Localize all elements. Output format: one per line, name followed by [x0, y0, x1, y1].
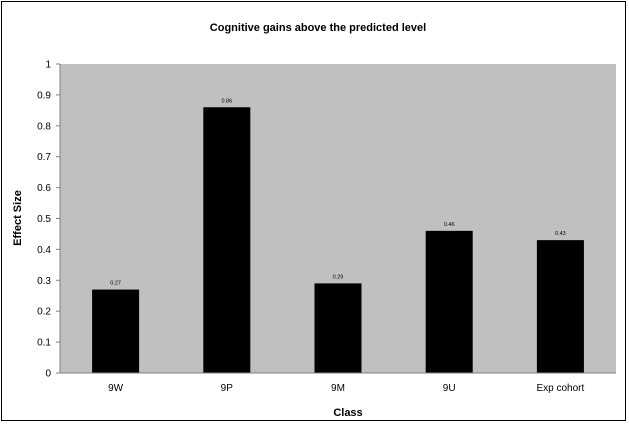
x-tick-label: Exp cohort: [536, 383, 584, 394]
x-tick-label: 9W: [108, 383, 124, 394]
y-tick-label: 0.1: [37, 338, 51, 349]
bar-data-label: 0.46: [444, 222, 455, 228]
data-labels-group: 0.27 0.86 0.29 0.46 0.43: [110, 98, 566, 286]
bar: [536, 240, 584, 373]
y-axis-title: Effect Size: [12, 190, 24, 246]
bar: [203, 107, 251, 373]
x-tick-label: 9U: [443, 383, 456, 394]
y-tick-label: 0.4: [37, 245, 51, 256]
bar: [314, 283, 362, 373]
y-axis-ticks: 0 0.1 0.2 0.3 0.4 0.5 0.6 0.7 0.8 0.9 1: [37, 60, 60, 380]
bar-data-label: 0.86: [221, 98, 232, 104]
bar-data-label: 0.27: [110, 281, 121, 287]
bars-group: [92, 107, 584, 373]
bar: [425, 230, 473, 373]
y-tick-label: 0.8: [37, 121, 51, 132]
y-tick-label: 0: [45, 369, 51, 380]
x-tick-label: 9P: [221, 383, 234, 394]
x-axis-title: Class: [333, 407, 362, 419]
bar: [92, 289, 140, 373]
x-tick-label: 9M: [331, 383, 345, 394]
y-tick-label: 0.5: [37, 214, 51, 225]
y-tick-label: 0.3: [37, 276, 51, 287]
x-axis-ticks: 9W 9P 9M 9U Exp cohort: [108, 383, 584, 394]
y-tick-label: 0.9: [37, 90, 51, 101]
y-tick-label: 0.7: [37, 152, 51, 163]
bar-data-label: 0.43: [555, 231, 566, 237]
bar-data-label: 0.29: [333, 274, 344, 280]
y-tick-label: 1: [45, 60, 51, 71]
y-tick-label: 0.2: [37, 307, 51, 318]
chart-title: Cognitive gains above the predicted leve…: [210, 22, 426, 34]
y-tick-label: 0.6: [37, 183, 51, 194]
